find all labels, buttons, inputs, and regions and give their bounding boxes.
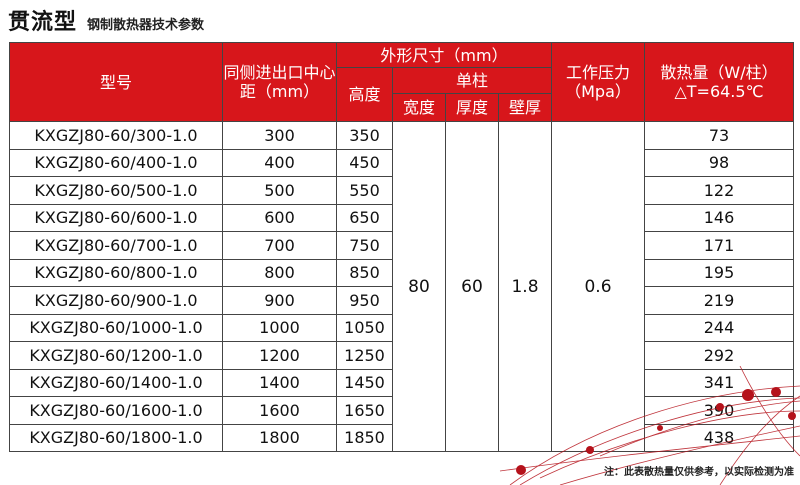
header-model: 型号 [9, 42, 223, 122]
cell-pressure: 0.6 [551, 121, 645, 452]
cell-model: KXGZJ80-60/900-1.0 [9, 286, 223, 315]
table-row: KXGZJ80-60/900-1.0 900 950 219 [9, 286, 794, 315]
cell-height: 750 [336, 231, 393, 260]
cell-model: KXGZJ80-60/500-1.0 [9, 176, 223, 205]
cell-heat-output: 292 [644, 341, 794, 370]
header-center-distance: 同侧进出口中心距（mm） [222, 42, 337, 122]
cell-heat-output: 122 [644, 176, 794, 205]
page-title: 贯流型 [8, 10, 78, 35]
cell-wall-thickness: 1.8 [498, 121, 552, 452]
cell-heat-output: 195 [644, 258, 794, 287]
footnote: 注：此表散热量仅供参考，以实际检测为准 [604, 467, 794, 478]
table-row: KXGZJ80-60/300-1.0 300 350 80 60 1.8 0.6… [9, 121, 794, 452]
table-row: KXGZJ80-60/600-1.0 600 650 146 [9, 203, 794, 232]
cell-width: 80 [392, 121, 446, 452]
cell-model: KXGZJ80-60/300-1.0 [9, 121, 223, 150]
table-row: KXGZJ80-60/800-1.0 800 850 195 [9, 258, 794, 287]
cell-model: KXGZJ80-60/800-1.0 [9, 258, 223, 287]
header-heat-output: 散热量（W/柱）△T=64.5℃ [644, 42, 794, 122]
cell-heat-output: 146 [644, 203, 794, 232]
header-width: 宽度 [392, 93, 446, 122]
cell-heat-output: 390 [644, 396, 794, 425]
header-height: 高度 [336, 67, 393, 122]
cell-height: 1450 [336, 368, 393, 397]
cell-height: 950 [336, 286, 393, 315]
cell-center-distance: 700 [222, 231, 337, 260]
cell-center-distance: 400 [222, 148, 337, 177]
cell-heat-output: 244 [644, 313, 794, 342]
cell-center-distance: 1000 [222, 313, 337, 342]
cell-height: 1250 [336, 341, 393, 370]
cell-center-distance: 500 [222, 176, 337, 205]
cell-height: 650 [336, 203, 393, 232]
table-row: KXGZJ80-60/500-1.0 500 550 122 [9, 176, 794, 205]
cell-model: KXGZJ80-60/1200-1.0 [9, 341, 223, 370]
cell-model: KXGZJ80-60/700-1.0 [9, 231, 223, 260]
header-single-column: 单柱 [392, 67, 552, 94]
cell-heat-output: 98 [644, 148, 794, 177]
table-row: KXGZJ80-60/1200-1.0 1200 1250 292 [9, 341, 794, 370]
cell-height: 850 [336, 258, 393, 287]
cell-heat-output: 171 [644, 231, 794, 260]
cell-center-distance: 1800 [222, 423, 337, 452]
cell-model: KXGZJ80-60/1800-1.0 [9, 423, 223, 452]
cell-center-distance: 1400 [222, 368, 337, 397]
cell-heat-output: 438 [644, 423, 794, 452]
cell-height: 1050 [336, 313, 393, 342]
header-pressure: 工作压力（Mpa） [551, 42, 645, 122]
table-row: KXGZJ80-60/700-1.0 700 750 171 [9, 231, 794, 260]
cell-height: 350 [336, 121, 393, 150]
header-wall-thickness: 壁厚 [498, 93, 552, 122]
header-dimensions: 外形尺寸（mm） [336, 42, 552, 68]
spec-table: 型号 同侧进出口中心距（mm） 外形尺寸（mm） 工作压力（Mpa） 散热量（W… [9, 42, 794, 452]
cell-heat-output: 73 [644, 121, 794, 150]
cell-center-distance: 600 [222, 203, 337, 232]
cell-center-distance: 1600 [222, 396, 337, 425]
cell-model: KXGZJ80-60/1400-1.0 [9, 368, 223, 397]
cell-heat-output: 219 [644, 286, 794, 315]
cell-center-distance: 300 [222, 121, 337, 150]
cell-height: 550 [336, 176, 393, 205]
cell-height: 450 [336, 148, 393, 177]
cell-model: KXGZJ80-60/1000-1.0 [9, 313, 223, 342]
cell-center-distance: 800 [222, 258, 337, 287]
page-subtitle: 钢制散热器技术参数 [87, 18, 205, 33]
cell-height: 1850 [336, 423, 393, 452]
cell-thickness: 60 [445, 121, 499, 452]
cell-heat-output: 341 [644, 368, 794, 397]
cell-center-distance: 1200 [222, 341, 337, 370]
cell-model: KXGZJ80-60/400-1.0 [9, 148, 223, 177]
cell-center-distance: 900 [222, 286, 337, 315]
table-row: KXGZJ80-60/400-1.0 400 450 98 [9, 148, 794, 177]
decorative-dot [516, 465, 526, 475]
cell-height: 1650 [336, 396, 393, 425]
cell-model: KXGZJ80-60/1600-1.0 [9, 396, 223, 425]
table-row: KXGZJ80-60/1000-1.0 1000 1050 244 [9, 313, 794, 342]
page-heading: 贯流型 钢制散热器技术参数 [8, 4, 204, 36]
header-thickness: 厚度 [445, 93, 499, 122]
cell-model: KXGZJ80-60/600-1.0 [9, 203, 223, 232]
